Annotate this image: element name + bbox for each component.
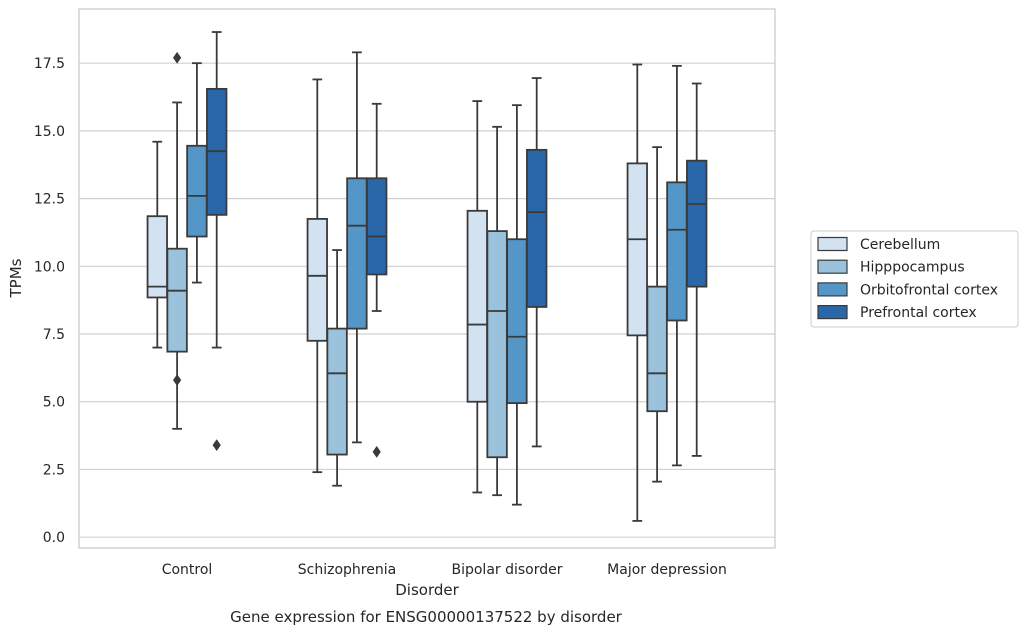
box: [166, 51, 188, 430]
box: [466, 100, 488, 494]
box: [526, 77, 548, 448]
legend-swatch: [817, 259, 848, 274]
y-tick-label: 5.0: [43, 395, 65, 411]
box: [646, 146, 668, 483]
box-body: [486, 230, 508, 459]
box-body: [346, 177, 368, 330]
x-axis-ticks: Control Schizophrenia Bipolar disorder Majo…: [162, 562, 727, 578]
box: [486, 125, 508, 497]
y-tick-label: 10.0: [34, 259, 65, 275]
y-tick-label: 0.0: [43, 530, 65, 546]
legend-swatch: [817, 282, 848, 297]
box: [206, 31, 228, 451]
box: [346, 51, 368, 444]
outlier-point: [372, 445, 381, 458]
y-tick-label: 12.5: [34, 192, 65, 208]
box: [186, 62, 208, 284]
chart-caption: Gene expression for ENSG00000137522 by d…: [230, 608, 623, 626]
box-body: [626, 162, 648, 337]
legend: Cerebellum Hipppocampus Orbitofrontal cort…: [810, 230, 1019, 328]
box-body: [146, 215, 168, 299]
outlier-point: [172, 51, 182, 64]
y-tick-label: 15.0: [34, 124, 65, 140]
box: [666, 64, 688, 467]
legend-item: Prefrontal cortex: [817, 305, 977, 321]
outlier-point: [172, 374, 182, 386]
box-body: [326, 327, 348, 456]
box-group: [466, 77, 548, 506]
box: [326, 249, 348, 487]
legend-item: Hipppocampus: [817, 259, 965, 276]
box-body: [366, 177, 388, 276]
box-body: [666, 181, 688, 322]
legend-item: Orbitofrontal cortex: [817, 282, 998, 298]
box: [306, 78, 328, 474]
box-groups: [146, 31, 708, 522]
box: [686, 82, 708, 457]
outlier-point: [212, 439, 221, 451]
box-group: [626, 63, 708, 522]
box-body: [466, 209, 488, 403]
y-axis-label: TPMs: [7, 258, 25, 298]
box: [506, 104, 528, 506]
x-tick-label: Major depression: [607, 562, 727, 578]
y-tick-label: 17.5: [34, 56, 65, 72]
x-tick-label: Schizophrenia: [298, 562, 396, 578]
y-axis-ticks: 0.0 2.5 5.0 7.5 10.0 12.5 15.0 17.5: [34, 56, 65, 546]
legend-label: Prefrontal cortex: [860, 305, 977, 321]
x-tick-label: Control: [162, 562, 213, 578]
legend-label: Cerebellum: [860, 237, 940, 253]
box-body: [306, 218, 328, 342]
legend-swatch: [817, 305, 848, 320]
legend-swatch: [817, 236, 848, 252]
plot-area: [78, 8, 776, 549]
box: [626, 63, 648, 522]
box-body: [686, 159, 708, 288]
y-tick-label: 7.5: [43, 327, 65, 343]
box-body: [526, 148, 548, 308]
legend-items: Cerebellum Hipppocampus Orbitofrontal cort…: [817, 236, 998, 321]
legend-label: Orbitofrontal cortex: [860, 282, 998, 298]
legend-label: Hipppocampus: [860, 260, 965, 276]
box-body: [166, 247, 188, 353]
box-body: [646, 285, 668, 413]
x-tick-label: Bipolar disorder: [451, 562, 562, 578]
box: [146, 140, 168, 349]
box-group: [146, 31, 228, 451]
box-group: [306, 51, 388, 487]
y-tick-label: 2.5: [43, 462, 65, 478]
box: [366, 102, 388, 458]
box-body: [186, 144, 208, 238]
legend-frame: [810, 230, 1019, 328]
x-axis-label: Disorder: [395, 581, 459, 599]
box-body: [506, 238, 528, 404]
legend-item: Cerebellum: [817, 236, 940, 253]
